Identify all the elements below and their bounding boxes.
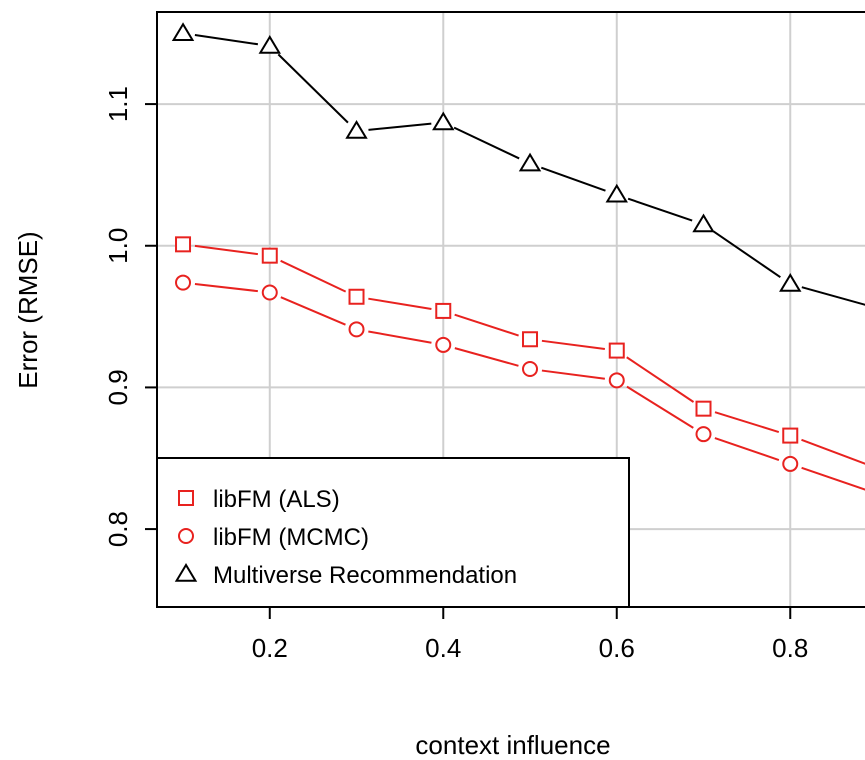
- series-line-segment: [541, 339, 605, 351]
- y-tick-label: 1.0: [103, 228, 133, 264]
- data-point-circle: [608, 372, 625, 389]
- data-point-circle: [695, 426, 712, 443]
- data-point-circle: [522, 361, 539, 377]
- x-axis-title: context influence: [415, 730, 610, 760]
- x-tick-label: 0.6: [599, 633, 635, 663]
- series-triangle: [171, 22, 865, 306]
- legend-item: libFM (ALS): [178, 486, 340, 513]
- data-point-square: [261, 247, 278, 264]
- axis-ticks: 0.2 0.4 0.6 0.8 0.8 0.9 1.0 1.1: [103, 86, 808, 663]
- data-point-circle: [435, 336, 452, 353]
- series-line-segment: [277, 53, 349, 124]
- legend-box: [156, 457, 630, 608]
- series-line-segment: [368, 122, 432, 131]
- data-point-circle: [348, 321, 365, 338]
- data-point-square: [782, 427, 799, 444]
- data-point-circle: [782, 455, 799, 472]
- y-tick-label: 0.9: [103, 369, 133, 405]
- legend-item: Multiverse Recommendation: [174, 562, 517, 589]
- plot-frame: [156, 11, 865, 608]
- legend-square-marker: [178, 490, 194, 506]
- series-line-segment: [801, 286, 865, 306]
- series-line-segment: [714, 437, 780, 461]
- legend: libFM (ALS) libFM (MCMC) Multiverse Recomm…: [156, 457, 630, 608]
- legend-circle-marker: [178, 528, 194, 544]
- y-tick-label: 0.8: [103, 511, 133, 547]
- data-point-triangle: [432, 111, 455, 131]
- series-line-segment: [714, 411, 780, 433]
- series-line-segment: [280, 296, 346, 326]
- legend-item: libFM (MCMC): [178, 524, 369, 551]
- data-point-square: [608, 342, 625, 359]
- series-line-segment: [453, 126, 520, 160]
- data-point-triangle: [345, 120, 368, 139]
- series-line-segment: [541, 369, 605, 380]
- series-line-segment: [194, 282, 258, 293]
- data-point-square: [348, 288, 365, 305]
- series-layer: [171, 22, 865, 491]
- legend-label: Multiverse Recommendation: [213, 562, 517, 589]
- series-line-segment: [454, 347, 519, 367]
- series-line-segment: [368, 297, 432, 310]
- data-point-triangle: [605, 183, 628, 203]
- series-line-segment: [368, 330, 432, 344]
- series-line-segment: [194, 34, 259, 46]
- data-point-square: [435, 302, 452, 319]
- x-tick-label: 0.8: [772, 633, 808, 663]
- data-point-triangle: [692, 213, 715, 233]
- series-line-segment: [627, 197, 693, 222]
- data-point-triangle: [171, 22, 195, 41]
- data-point-circle: [175, 274, 192, 291]
- legend-label: libFM (ALS): [213, 486, 340, 513]
- series-line-segment: [801, 438, 865, 465]
- legend-label: libFM (MCMC): [213, 524, 369, 551]
- y-axis-title: Error (RMSE): [13, 231, 43, 388]
- series-line-segment: [626, 356, 695, 403]
- data-point-triangle: [518, 152, 542, 172]
- x-tick-label: 0.2: [252, 633, 288, 663]
- y-tick-label: 1.1: [103, 86, 133, 122]
- series-line-segment: [712, 230, 781, 279]
- x-tick-label: 0.4: [425, 633, 461, 663]
- data-point-square: [175, 236, 192, 253]
- data-point-square: [522, 331, 539, 348]
- data-point-triangle: [258, 35, 281, 54]
- data-point-circle: [261, 284, 278, 301]
- data-point-square: [695, 400, 712, 417]
- series-line-segment: [801, 466, 865, 491]
- series-circle: [175, 274, 865, 491]
- series-line-segment: [194, 244, 259, 256]
- series-line-segment: [280, 259, 347, 293]
- series-line-segment: [626, 385, 694, 429]
- series-line-segment: [454, 313, 519, 337]
- series-square: [175, 236, 865, 465]
- legend-triangle-marker: [174, 563, 198, 582]
- series-line-segment: [540, 166, 606, 192]
- data-point-triangle: [779, 273, 802, 292]
